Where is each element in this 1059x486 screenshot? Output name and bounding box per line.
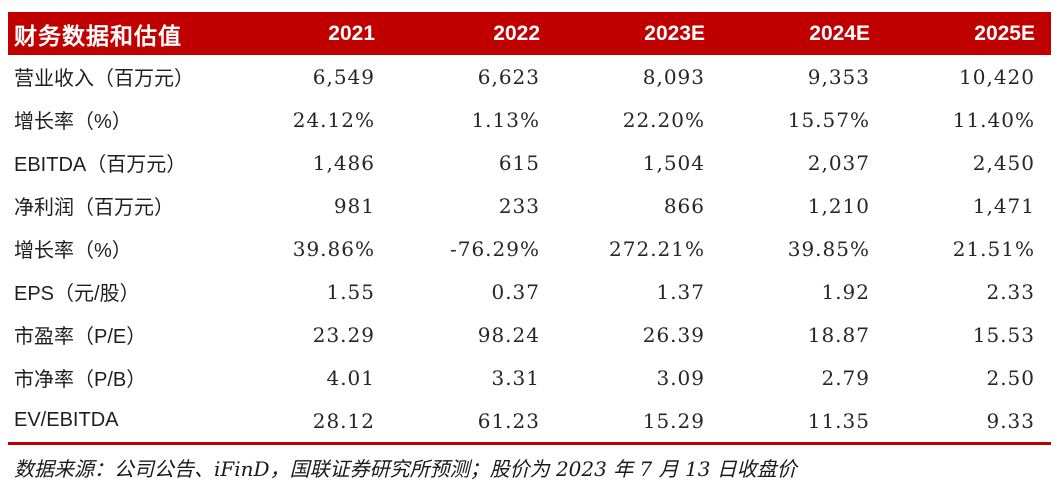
row-value: 10,420	[886, 55, 1051, 98]
row-value: 1.13%	[391, 98, 556, 141]
row-value: 23.29	[226, 313, 391, 356]
row-value: 9,353	[721, 55, 886, 98]
row-value: 61.23	[391, 399, 556, 442]
row-label: 增长率（%）	[8, 98, 226, 141]
row-value: 6,623	[391, 55, 556, 98]
row-value: 1.92	[721, 270, 886, 313]
row-value: 1,471	[886, 184, 1051, 227]
row-value: 4.01	[226, 356, 391, 399]
row-value: 98.24	[391, 313, 556, 356]
row-value: 39.86%	[226, 227, 391, 270]
row-value: 1.55	[226, 270, 391, 313]
table-title: 财务数据和估值	[8, 12, 226, 55]
row-value: 2,037	[721, 141, 886, 184]
row-value: 233	[391, 184, 556, 227]
row-value: 0.37	[391, 270, 556, 313]
row-value: 272.21%	[556, 227, 721, 270]
row-value: 615	[391, 141, 556, 184]
row-value: 2.33	[886, 270, 1051, 313]
table-row: EV/EBITDA 28.12 61.23 15.29 11.35 9.33	[8, 399, 1051, 442]
row-value: 9.33	[886, 399, 1051, 442]
row-value: 22.20%	[556, 98, 721, 141]
row-value: 981	[226, 184, 391, 227]
column-header-2025e: 2025E	[886, 12, 1051, 55]
row-label: EBITDA（百万元）	[8, 141, 226, 184]
row-value: 1,486	[226, 141, 391, 184]
row-label: 净利润（百万元）	[8, 184, 226, 227]
table-body: 营业收入（百万元） 6,549 6,623 8,093 9,353 10,420 增长率（%…	[8, 55, 1051, 442]
column-header-2022: 2022	[391, 12, 556, 55]
row-value: 1.37	[556, 270, 721, 313]
financial-table: 财务数据和估值 2021 2022 2023E 2024E 2025E 营业收入…	[8, 12, 1051, 442]
row-value: 15.29	[556, 399, 721, 442]
row-value: 24.12%	[226, 98, 391, 141]
table-row: 市盈率（P/E） 23.29 98.24 26.39 18.87 15.53	[8, 313, 1051, 356]
row-value: 11.35	[721, 399, 886, 442]
table-row: 营业收入（百万元） 6,549 6,623 8,093 9,353 10,420	[8, 55, 1051, 98]
row-value: 15.53	[886, 313, 1051, 356]
row-value: 3.31	[391, 356, 556, 399]
table-row: 增长率（%） 24.12% 1.13% 22.20% 15.57% 11.40%	[8, 98, 1051, 141]
row-value: 28.12	[226, 399, 391, 442]
row-value: 2.79	[721, 356, 886, 399]
column-header-2021: 2021	[226, 12, 391, 55]
row-value: 21.51%	[886, 227, 1051, 270]
row-value: 18.87	[721, 313, 886, 356]
table-row: 市净率（P/B） 4.01 3.31 3.09 2.79 2.50	[8, 356, 1051, 399]
row-value: 2,450	[886, 141, 1051, 184]
row-value: 866	[556, 184, 721, 227]
table-row: EPS（元/股） 1.55 0.37 1.37 1.92 2.33	[8, 270, 1051, 313]
column-header-2023e: 2023E	[556, 12, 721, 55]
row-label: 市盈率（P/E）	[8, 313, 226, 356]
table-row: 增长率（%） 39.86% -76.29% 272.21% 39.85% 21.51%	[8, 227, 1051, 270]
row-label: EPS（元/股）	[8, 270, 226, 313]
footer-divider	[8, 442, 1051, 445]
column-header-2024e: 2024E	[721, 12, 886, 55]
row-value: 2.50	[886, 356, 1051, 399]
row-label: 营业收入（百万元）	[8, 55, 226, 98]
row-value: 15.57%	[721, 98, 886, 141]
row-label: 市净率（P/B）	[8, 356, 226, 399]
row-value: 1,504	[556, 141, 721, 184]
row-value: 3.09	[556, 356, 721, 399]
row-value: 26.39	[556, 313, 721, 356]
source-note: 数据来源：公司公告、iFinD，国联证券研究所预测；股价为 2023 年 7 月…	[14, 457, 797, 481]
table-row: EBITDA（百万元） 1,486 615 1,504 2,037 2,450	[8, 141, 1051, 184]
row-value: -76.29%	[391, 227, 556, 270]
table-header-row: 财务数据和估值 2021 2022 2023E 2024E 2025E	[8, 12, 1051, 55]
row-value: 39.85%	[721, 227, 886, 270]
row-value: 6,549	[226, 55, 391, 98]
row-value: 11.40%	[886, 98, 1051, 141]
row-label: 增长率（%）	[8, 227, 226, 270]
table-row: 净利润（百万元） 981 233 866 1,210 1,471	[8, 184, 1051, 227]
row-label: EV/EBITDA	[8, 399, 226, 442]
row-value: 8,093	[556, 55, 721, 98]
row-value: 1,210	[721, 184, 886, 227]
